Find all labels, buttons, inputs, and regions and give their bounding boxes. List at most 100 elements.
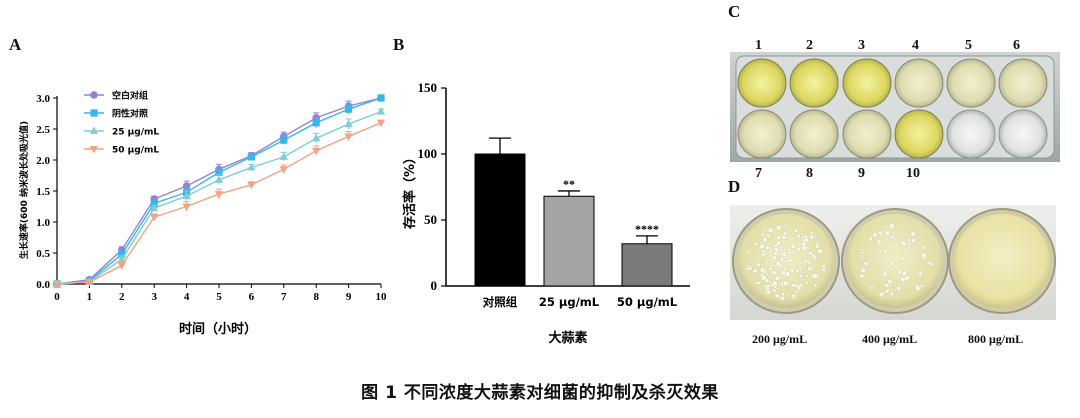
panel-label-c: C (728, 2, 741, 21)
dish-800 (948, 208, 1056, 314)
x-tick-label: 7 (281, 291, 287, 303)
well-9 (842, 109, 892, 159)
colony (775, 224, 782, 231)
category-label-2: 50 μg/mL (617, 295, 678, 309)
data-point (214, 191, 224, 199)
well-6 (998, 58, 1048, 108)
colony (799, 274, 803, 278)
colony (859, 254, 864, 258)
colony (884, 282, 890, 288)
data-point (117, 254, 126, 263)
y-axis-title: 生长速率(600 纳米波长处吸光值) (18, 121, 30, 259)
growth-line-chart: 0.0 0.5 1.0 1.5 2.0 2.5 3.0 0 1 2 3 4 5 6 7 8 9 10 时间（小时） 生… (18, 90, 388, 338)
data-point (182, 191, 191, 199)
significance-mark-1: ** (563, 177, 575, 191)
colony (888, 223, 895, 229)
data-point (247, 162, 256, 171)
survival-bar-chart: 0 50 100 150 对照组 ** 25 μg/mL **** 50 μg/mL 大蒜素 存活率… (402, 80, 690, 346)
well-5 (946, 58, 996, 108)
panel-label-b: B (393, 35, 405, 54)
colony (798, 282, 804, 288)
category-label-1: 25 μg/mL (539, 295, 600, 309)
colony (768, 279, 772, 284)
colony (761, 275, 767, 281)
dish-200 (732, 208, 840, 314)
data-point (182, 203, 191, 211)
well-4 (894, 58, 944, 108)
x-tick-label: 0 (54, 291, 60, 303)
y-tick-label: 0.5 (36, 248, 50, 260)
legend-entry-1: 阴性对照 (84, 108, 148, 120)
data-point (312, 133, 321, 142)
data-point (247, 181, 256, 190)
colony (877, 230, 883, 236)
colony (804, 237, 810, 243)
colony (810, 230, 814, 235)
colony (747, 250, 751, 255)
data-point (280, 136, 288, 144)
colony (804, 274, 809, 279)
colony (774, 275, 781, 281)
colony (767, 227, 774, 234)
data-point (182, 182, 191, 190)
colony (755, 258, 759, 262)
colony (772, 280, 778, 286)
data-point (345, 105, 353, 113)
colony (800, 236, 804, 240)
legend-marker (89, 126, 99, 134)
colony (910, 247, 914, 251)
legend-entry-2: 25 μg/mL (84, 126, 159, 138)
legend-entry-0: 空白对组 (84, 90, 148, 102)
colony (768, 249, 772, 254)
data-point (214, 175, 224, 183)
x-tick-label: 1 (87, 291, 93, 303)
colony (785, 271, 791, 277)
colony (805, 281, 809, 285)
colony (809, 234, 815, 240)
well-number-4: 4 (912, 38, 919, 53)
data-point (377, 94, 385, 102)
colony (761, 232, 765, 237)
y-tick-label: 0.0 (36, 279, 50, 291)
colony (907, 242, 912, 246)
colony (813, 236, 817, 240)
y-tick-label: 1.5 (36, 186, 50, 198)
colony (885, 264, 890, 269)
colony (821, 264, 826, 269)
colony (904, 275, 910, 281)
legend-label: 阴性对照 (112, 108, 148, 120)
y-tick-label: 3.0 (36, 93, 50, 105)
y-tick-label: 50 (424, 212, 437, 227)
well-10 (894, 109, 944, 159)
colony (872, 232, 878, 238)
colony (900, 232, 904, 236)
x-tick-label: 10 (376, 291, 388, 303)
data-point (150, 214, 159, 222)
well-3 (842, 58, 892, 108)
well-number-9: 9 (858, 166, 865, 181)
bar-1 (543, 195, 595, 287)
colony (892, 230, 896, 234)
colony (884, 289, 890, 294)
panel-label-a: A (9, 35, 22, 54)
colony (798, 260, 803, 265)
colony (774, 293, 780, 298)
well-number-8: 8 (806, 166, 813, 181)
colony (859, 273, 865, 279)
colony (883, 248, 888, 254)
data-point (376, 119, 386, 128)
colony (783, 280, 789, 286)
colony (907, 238, 911, 242)
dish-label-800: 800 μg/mL (968, 332, 1024, 346)
colony (776, 240, 782, 246)
well-plate-photo (730, 52, 1060, 162)
colony (776, 287, 779, 291)
colony (860, 250, 865, 255)
data-point (247, 153, 255, 161)
colony (876, 239, 882, 245)
colony (782, 267, 787, 272)
significance-mark-2: **** (635, 222, 659, 236)
colony (807, 261, 812, 266)
colony (789, 268, 795, 273)
data-point (312, 147, 321, 156)
